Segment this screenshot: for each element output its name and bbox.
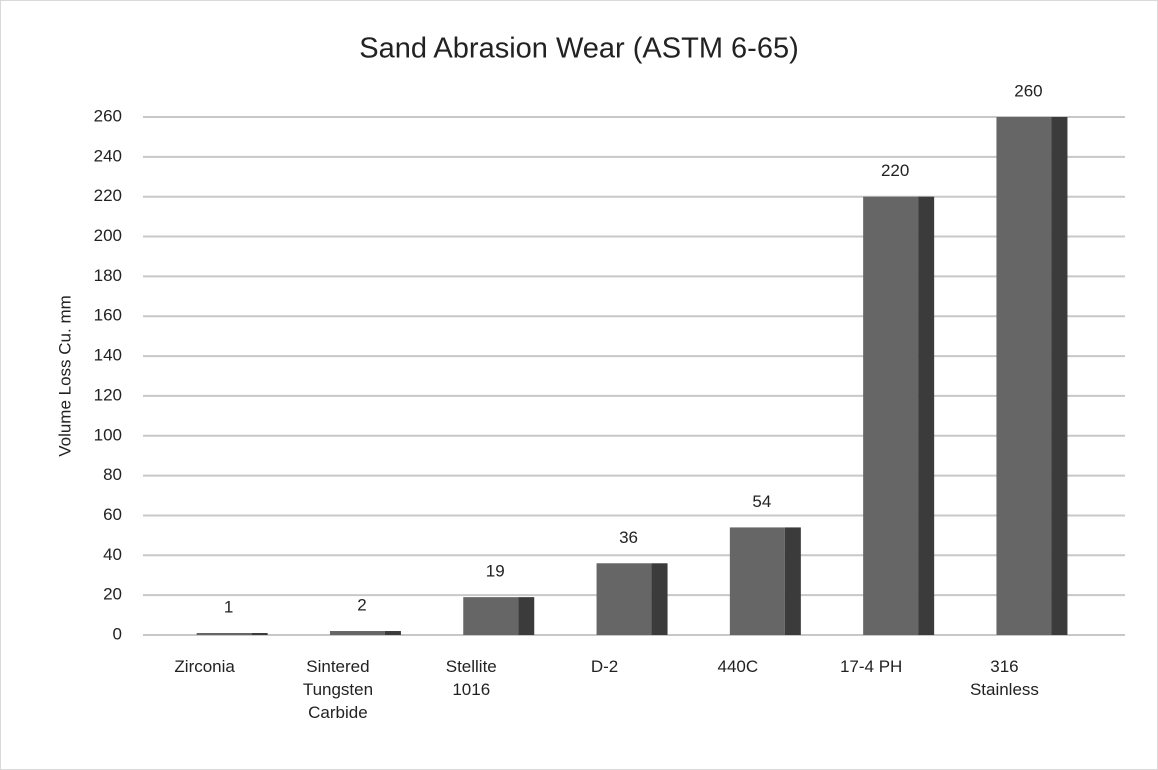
bar-side (1051, 117, 1068, 635)
y-tick-label: 60 (103, 505, 122, 524)
bar-side (651, 563, 668, 635)
y-tick-label: 220 (94, 186, 122, 205)
x-tick-label: Stellite 1016 (445, 657, 497, 699)
y-tick-label: 160 (94, 306, 122, 325)
value-label: 1 (224, 597, 233, 616)
y-tick-label: 100 (94, 425, 122, 444)
y-tick-label: 260 (94, 106, 122, 125)
y-tick-label: 80 (103, 465, 122, 484)
x-tick-label: 316 Stainless (969, 657, 1039, 699)
value-label: 19 (486, 562, 505, 581)
bar (863, 196, 919, 635)
y-tick-label: 120 (94, 385, 122, 404)
x-tick-label: D-2 (590, 657, 619, 676)
value-label: 54 (752, 492, 771, 511)
x-tick-label: Sintered Tungsten Carbide (302, 657, 374, 722)
bar (996, 117, 1052, 635)
bar (463, 597, 519, 635)
y-tick-label: 180 (94, 266, 122, 285)
x-tick-label: Zirconia (174, 657, 235, 676)
x-tick-label: 17-4 PH (839, 657, 903, 676)
y-tick-label: 0 (113, 624, 122, 643)
y-tick-label: 240 (94, 146, 122, 165)
y-axis-label: Volume Loss Cu. mm (55, 295, 74, 457)
bar-side (784, 527, 801, 635)
bar (196, 633, 252, 635)
bar (596, 563, 652, 635)
bar-side (384, 631, 401, 635)
bar-side (251, 633, 268, 635)
bar-side (518, 597, 535, 635)
bar (329, 631, 385, 635)
y-tick-label: 40 (103, 545, 122, 564)
x-tick-label: 440C (717, 657, 759, 676)
value-label: 2 (357, 595, 366, 614)
chart-title: Sand Abrasion Wear (ASTM 6-65) (359, 33, 799, 65)
y-tick-label: 200 (94, 226, 122, 245)
y-tick-label: 20 (103, 585, 122, 604)
value-label: 260 (1014, 81, 1042, 100)
y-tick-label: 140 (94, 346, 122, 365)
bar (729, 527, 785, 635)
value-label: 220 (881, 161, 909, 180)
bar-side (918, 196, 935, 635)
value-label: 36 (619, 528, 638, 547)
